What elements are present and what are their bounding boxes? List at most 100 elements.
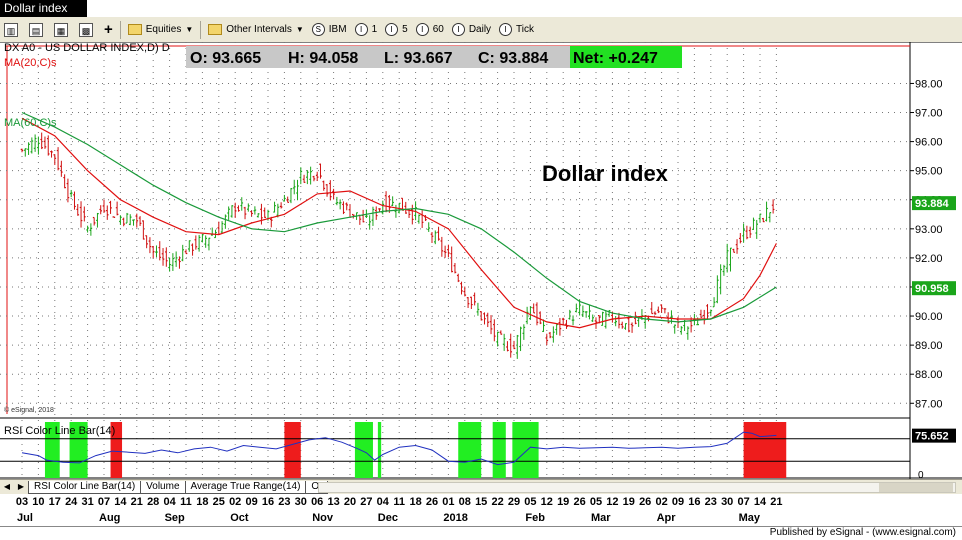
rsi-line	[21, 431, 777, 466]
x-month-label: Feb	[525, 512, 545, 524]
layout-button[interactable]: ▦	[50, 20, 75, 40]
x-day-label: 21	[770, 496, 782, 508]
x-day-label: 09	[245, 496, 257, 508]
time-axis-svg: 03 10 17 24 31 07 14 21 28 04 11 18 25 02 09 16 23 30 06 13…	[16, 496, 783, 524]
interval-daily-button[interactable]: I Daily	[448, 20, 495, 40]
rsi-value-box	[912, 428, 956, 443]
x-month-label: Sep	[165, 512, 185, 524]
tab-atr[interactable]: Average True Range(14)	[184, 480, 307, 494]
price-tick-label: 92.00	[915, 253, 943, 265]
candles	[20, 132, 775, 359]
interval-icon: I	[385, 23, 399, 36]
x-day-label: 26	[426, 496, 438, 508]
net-change: Net: +0.247	[573, 50, 658, 67]
toolbar-divider	[200, 20, 202, 39]
x-day-label: 16	[262, 496, 274, 508]
add-button[interactable]: +	[100, 20, 117, 40]
price-tick-label: 93.00	[915, 224, 943, 236]
x-day-label: 18	[196, 496, 208, 508]
x-day-label: 03	[16, 496, 28, 508]
price-tick-label: 95.00	[915, 166, 943, 178]
interval-tick-button[interactable]: I Tick	[495, 20, 538, 40]
x-day-label: 14	[754, 496, 767, 508]
new-chart-button[interactable]: ▥	[0, 20, 25, 40]
x-day-label: 15	[475, 496, 487, 508]
price-tick-label: 89.00	[915, 340, 943, 352]
rsi-oversold-zone	[69, 422, 88, 478]
horizontal-scrollbar[interactable]	[318, 482, 956, 493]
title-bar: Dollar index	[0, 0, 962, 17]
symbol-ibm-button[interactable]: S IBM	[308, 20, 351, 40]
interval-5-button[interactable]: I 5	[381, 20, 412, 40]
equities-dropdown[interactable]: Equities ▼	[124, 20, 198, 40]
x-day-label: 10	[32, 496, 44, 508]
price-tick-label: 96.00	[915, 137, 943, 149]
symbol-icon: S	[311, 23, 325, 36]
tab-prev-button[interactable]: ◀	[0, 481, 14, 493]
x-day-label: 12	[541, 496, 553, 508]
x-day-label: 06	[311, 496, 323, 508]
time-axis: 03 10 17 24 31 07 14 21 28 04 11 18 25 02 09 16 23 30 06 13…	[0, 494, 962, 526]
rsi-overbought-zone	[284, 422, 301, 478]
intervals-dropdown[interactable]: Other Intervals ▼	[204, 20, 308, 40]
plus-icon: +	[104, 21, 113, 38]
x-day-label: 04	[163, 496, 176, 508]
window-title[interactable]: Dollar index	[0, 0, 88, 17]
tab-next-button[interactable]: ▶	[14, 481, 28, 493]
scrollbar-thumb[interactable]	[879, 483, 953, 492]
rsi-pane: 75.652 0	[0, 422, 956, 479]
interval-icon: I	[451, 23, 465, 36]
interval-icon: I	[354, 23, 368, 36]
x-day-label: 31	[81, 496, 93, 508]
interval-label: Tick	[516, 24, 535, 35]
x-day-label: 28	[147, 496, 159, 508]
x-day-label: 30	[721, 496, 733, 508]
x-day-label: 21	[131, 496, 143, 508]
price-ticks: 98.0097.0096.0095.0094.0093.0092.0091.00…	[910, 78, 956, 410]
ma-line	[21, 111, 777, 323]
x-day-label: 16	[688, 496, 700, 508]
x-day-label: 23	[705, 496, 717, 508]
x-day-label: 01	[442, 496, 454, 508]
intervals-label: Other Intervals	[226, 24, 292, 35]
interval-1-button[interactable]: I 1	[351, 20, 382, 40]
interval-label: 60	[432, 24, 444, 35]
price-chart[interactable]: 98.0097.0096.0095.0094.0093.0092.0091.00…	[0, 42, 962, 479]
open-page-button[interactable]: ▤	[25, 20, 50, 40]
close-value: C: 93.884	[478, 50, 548, 67]
x-day-label: 19	[557, 496, 569, 508]
low-value: L: 93.667	[384, 50, 453, 67]
grid-button[interactable]: ▩	[75, 20, 100, 40]
interval-icon: I	[499, 23, 513, 36]
price-tick-label: 97.00	[915, 108, 943, 120]
x-day-label: 29	[508, 496, 520, 508]
rsi-oversold-zone	[512, 422, 539, 478]
copyright-label: © eSignal, 2018	[4, 406, 54, 414]
ma60-label: MA(60,C)s	[4, 117, 57, 129]
x-day-label: 07	[737, 496, 749, 508]
x-day-label: 26	[639, 496, 651, 508]
ma-line	[21, 117, 777, 329]
symbol-label: IBM	[328, 24, 347, 35]
rsi-oversold-zone	[458, 422, 482, 478]
x-month-label: 2018	[443, 512, 467, 524]
ma60-price-label: 90.958	[915, 283, 949, 295]
x-month-label: Apr	[657, 512, 677, 524]
price-tick-label: 87.00	[915, 398, 943, 410]
x-day-label: 05	[590, 496, 602, 508]
x-month-label: May	[739, 512, 761, 524]
x-month-label: Nov	[312, 512, 334, 524]
tab-volume[interactable]: Volume	[140, 480, 186, 494]
grid	[0, 42, 910, 478]
x-day-label: 07	[98, 496, 110, 508]
tab-rsi[interactable]: RSI Color Line Bar(14)	[28, 480, 142, 494]
toolbar-divider	[119, 20, 121, 39]
footer: Published by eSignal - (www.esignal.com)	[0, 526, 962, 540]
rsi-title: RSI Color Line Bar(14)	[4, 425, 115, 437]
last-price-label: 93.884	[915, 198, 950, 210]
x-day-label: 05	[524, 496, 536, 508]
rsi-oversold-zone	[354, 422, 373, 478]
x-day-label: 14	[114, 496, 127, 508]
x-day-label: 02	[229, 496, 241, 508]
interval-60-button[interactable]: I 60	[412, 20, 448, 40]
